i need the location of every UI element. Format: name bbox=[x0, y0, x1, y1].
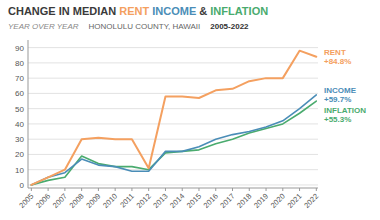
x-tick-label: 2017 bbox=[218, 192, 236, 210]
series-line bbox=[31, 95, 316, 185]
y-tick-label: 30 bbox=[15, 135, 24, 144]
grid-line bbox=[28, 184, 318, 185]
end-label-change: +59.7% bbox=[324, 95, 351, 104]
y-tick-label: 10 bbox=[15, 166, 24, 175]
x-tick bbox=[31, 188, 32, 191]
x-tick bbox=[198, 188, 199, 191]
series-line bbox=[31, 101, 316, 185]
x-tick-label: 2020 bbox=[269, 192, 287, 210]
x-tick bbox=[115, 188, 116, 191]
y-axis bbox=[28, 40, 29, 188]
x-tick-label: 2005 bbox=[17, 192, 35, 210]
x-tick bbox=[316, 188, 317, 191]
end-label-name: INCOME bbox=[324, 86, 357, 95]
y-tick-label: 80 bbox=[15, 59, 24, 68]
y-tick-label: 90 bbox=[15, 44, 24, 53]
end-label: INCOME+59.7% bbox=[324, 86, 357, 104]
x-tick-label: 2021 bbox=[285, 192, 303, 210]
x-tick bbox=[232, 188, 233, 191]
x-axis bbox=[28, 188, 318, 189]
y-tick-label: 0 bbox=[20, 181, 25, 190]
x-tick-label: 2006 bbox=[34, 192, 52, 210]
y-tick-label: 70 bbox=[15, 74, 24, 83]
x-tick-label: 2018 bbox=[235, 192, 253, 210]
x-tick-label: 2012 bbox=[135, 192, 153, 210]
x-tick bbox=[131, 188, 132, 191]
end-label-change: +84.8% bbox=[324, 57, 351, 66]
series-line bbox=[31, 51, 316, 185]
x-tick-label: 2015 bbox=[185, 192, 203, 210]
x-tick bbox=[215, 188, 216, 191]
x-tick bbox=[249, 188, 250, 191]
x-tick bbox=[182, 188, 183, 191]
y-tick-label: 50 bbox=[15, 105, 24, 114]
x-tick-label: 2008 bbox=[68, 192, 86, 210]
grid-line bbox=[28, 47, 318, 48]
end-label: RENT+84.8% bbox=[324, 48, 351, 66]
chart-container: CHANGE IN MEDIAN RENT INCOME & INFLATION… bbox=[0, 0, 380, 220]
year-range: 2005-2022 bbox=[210, 22, 249, 31]
grid-line bbox=[28, 154, 318, 155]
x-tick-label: 2009 bbox=[84, 192, 102, 210]
x-tick-label: 2007 bbox=[51, 192, 69, 210]
x-tick-label: 2019 bbox=[252, 192, 270, 210]
x-tick bbox=[98, 188, 99, 191]
end-label: INFLATION+55.3% bbox=[324, 106, 366, 124]
grid-line bbox=[28, 139, 318, 140]
grid-line bbox=[28, 93, 318, 94]
y-tick-label: 20 bbox=[15, 150, 24, 159]
x-tick bbox=[299, 188, 300, 191]
header-note: YEAR OVER YEAR bbox=[8, 22, 79, 31]
x-tick-label: 2013 bbox=[151, 192, 169, 210]
grid-line bbox=[28, 108, 318, 109]
end-label-change: +55.3% bbox=[324, 115, 351, 124]
x-tick bbox=[81, 188, 82, 191]
chart: CHANGE IN MEDIAN RENT INCOME & INFLATION… bbox=[0, 0, 380, 220]
x-tick bbox=[282, 188, 283, 191]
y-tick-label: 60 bbox=[15, 89, 24, 98]
x-tick-label: 2022 bbox=[302, 192, 320, 210]
x-tick bbox=[266, 188, 267, 191]
x-tick-label: 2011 bbox=[118, 192, 136, 210]
grid-line bbox=[28, 62, 318, 63]
y-tick-label: 40 bbox=[15, 120, 24, 129]
title: CHANGE IN MEDIAN RENT INCOME & INFLATION bbox=[8, 5, 268, 17]
x-tick-label: 2010 bbox=[101, 192, 119, 210]
end-label-name: INFLATION bbox=[324, 106, 366, 115]
x-tick bbox=[64, 188, 65, 191]
x-tick bbox=[148, 188, 149, 191]
x-tick-label: 2014 bbox=[168, 192, 186, 210]
x-tick-label: 2016 bbox=[202, 192, 220, 210]
x-tick bbox=[48, 188, 49, 191]
x-tick bbox=[165, 188, 166, 191]
plot-area bbox=[31, 51, 316, 185]
end-label-name: RENT bbox=[324, 48, 346, 57]
subtitle: HONOLULU COUNTY, HAWAII bbox=[89, 22, 201, 31]
